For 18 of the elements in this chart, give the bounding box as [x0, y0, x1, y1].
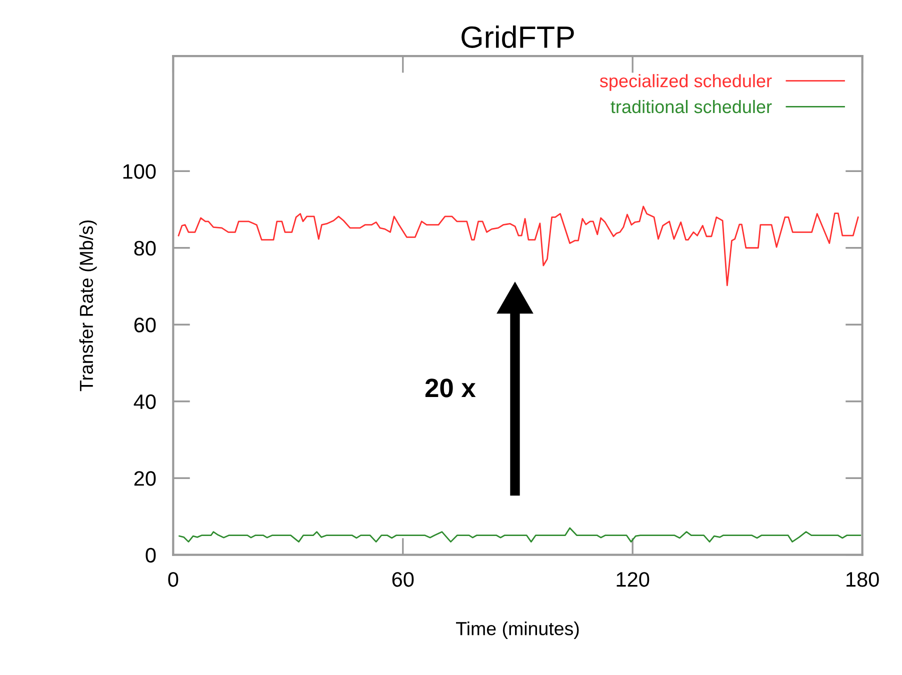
y-tick-label: 20: [134, 471, 156, 486]
legend-label: specialized scheduler: [600, 74, 772, 91]
legend-label: traditional scheduler: [610, 100, 772, 114]
line-series: [178, 527, 862, 542]
line-series: [178, 206, 859, 286]
y-tick-label: 0: [146, 548, 156, 563]
y-tick-label: 40: [134, 394, 156, 410]
y-tick-label: 80: [134, 240, 156, 256]
chart-title: GridFTP: [462, 26, 574, 48]
y-tick-label: 100: [123, 164, 156, 179]
x-tick-label: 120: [616, 572, 650, 587]
x-tick-label: 60: [392, 572, 414, 587]
x-axis-title: Time (minutes): [456, 621, 579, 639]
y-tick-label: 60: [134, 318, 156, 332]
x-tick-label: 0: [168, 572, 178, 587]
annotation: 20 x: [425, 378, 476, 398]
x-tick-label: 180: [846, 572, 879, 587]
y-axis-title: Transfer Rate (Mb/s): [79, 220, 97, 392]
